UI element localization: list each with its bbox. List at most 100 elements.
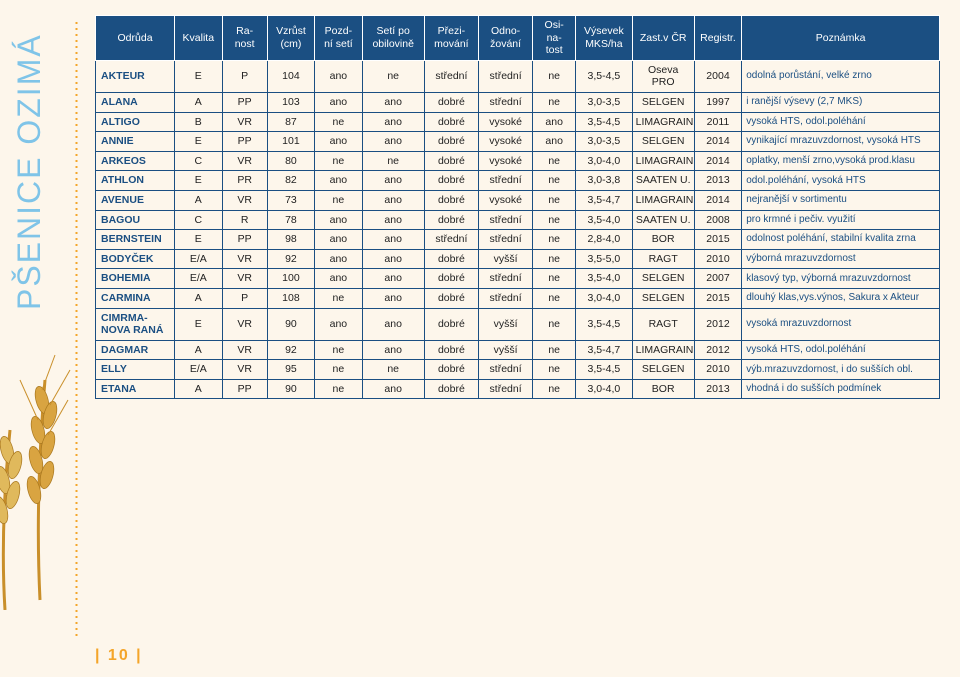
data-cell: 3,5-4,0 xyxy=(576,269,632,289)
cultivar-name: CARMINA xyxy=(96,288,175,308)
table-head: OdrůdaKvalitaRa-nostVzrůst (cm)Pozd-ní s… xyxy=(96,16,940,61)
cultivar-name: BAGOU xyxy=(96,210,175,230)
data-cell: 90 xyxy=(267,308,314,340)
data-cell: ano xyxy=(362,92,424,112)
table-row: ETANAAPP90neanodobréstředníne3,0-4,0BOR2… xyxy=(96,379,940,399)
table-wrap: OdrůdaKvalitaRa-nostVzrůst (cm)Pozd-ní s… xyxy=(95,15,940,399)
data-cell: LIMAGRAIN xyxy=(632,190,694,210)
col-header: Kvalita xyxy=(175,16,222,61)
data-cell: ano xyxy=(362,288,424,308)
page-number: | 10 | xyxy=(95,647,143,665)
data-cell: E/A xyxy=(175,249,222,269)
data-cell: BOR xyxy=(632,379,694,399)
data-cell: A xyxy=(175,288,222,308)
note-cell: odol.poléhání, vysoká HTS xyxy=(742,171,940,191)
data-cell: střední xyxy=(478,171,532,191)
note-cell: vysoká mrazuvzdornost xyxy=(742,308,940,340)
data-cell: 98 xyxy=(267,230,314,250)
col-header: Přezi-mování xyxy=(424,16,478,61)
data-cell: 3,5-4,5 xyxy=(576,360,632,380)
data-cell: střední xyxy=(478,92,532,112)
data-cell: 92 xyxy=(267,340,314,360)
data-cell: 2011 xyxy=(694,112,741,132)
data-cell: ne xyxy=(315,340,362,360)
data-cell: ano xyxy=(315,92,362,112)
data-cell: dobré xyxy=(424,340,478,360)
data-cell: ne xyxy=(533,151,576,171)
cultivar-name: ARKEOS xyxy=(96,151,175,171)
table-row: ANNIEEPP101anoanodobrévysokéano3,0-3,5SE… xyxy=(96,132,940,152)
data-cell: ano xyxy=(315,249,362,269)
data-cell: ano xyxy=(362,230,424,250)
data-cell: VR xyxy=(222,190,267,210)
data-cell: PP xyxy=(222,230,267,250)
data-cell: střední xyxy=(478,360,532,380)
data-cell: vyšší xyxy=(478,249,532,269)
data-cell: A xyxy=(175,379,222,399)
data-cell: C xyxy=(175,151,222,171)
col-header: Vzrůst (cm) xyxy=(267,16,314,61)
data-cell: ano xyxy=(315,210,362,230)
table-body: AKTEUREP104anonestřednístředníne3,5-4,5O… xyxy=(96,60,940,399)
table-row: AVENUEAVR73neanodobrévysokéne3,5-4,7LIMA… xyxy=(96,190,940,210)
data-cell: RAGT xyxy=(632,308,694,340)
data-cell: VR xyxy=(222,340,267,360)
table-row: CIMRMA-NOVA RANÁEVR90anoanodobrévyššíne3… xyxy=(96,308,940,340)
data-cell: 2014 xyxy=(694,151,741,171)
data-cell: ano xyxy=(362,112,424,132)
data-cell: E xyxy=(175,230,222,250)
data-cell: ano xyxy=(362,308,424,340)
data-cell: Oseva PRO xyxy=(632,60,694,92)
data-cell: BOR xyxy=(632,230,694,250)
col-header: Výsevek MKS/ha xyxy=(576,16,632,61)
table-row: ALANAAPP103anoanodobréstředníne3,0-3,5SE… xyxy=(96,92,940,112)
data-cell: ne xyxy=(533,360,576,380)
data-cell: SAATEN U. xyxy=(632,171,694,191)
data-cell: vysoké xyxy=(478,112,532,132)
data-cell: ne xyxy=(533,288,576,308)
col-header: Ra-nost xyxy=(222,16,267,61)
data-cell: dobré xyxy=(424,190,478,210)
note-cell: klasový typ, výborná mrazuvzdornost xyxy=(742,269,940,289)
col-header: Odrůda xyxy=(96,16,175,61)
cultivar-name: BOHEMIA xyxy=(96,269,175,289)
data-cell: ne xyxy=(533,171,576,191)
data-cell: SELGEN xyxy=(632,288,694,308)
data-cell: ano xyxy=(315,269,362,289)
data-cell: ano xyxy=(362,249,424,269)
data-cell: LIMAGRAIN xyxy=(632,151,694,171)
data-cell: 2012 xyxy=(694,340,741,360)
data-cell: střední xyxy=(478,379,532,399)
col-header: Osi-na-tost xyxy=(533,16,576,61)
data-cell: ne xyxy=(533,60,576,92)
data-cell: E xyxy=(175,132,222,152)
note-cell: vysoká HTS, odol.poléhání xyxy=(742,340,940,360)
data-cell: 2,8-4,0 xyxy=(576,230,632,250)
data-cell: 3,5-5,0 xyxy=(576,249,632,269)
data-cell: ano xyxy=(315,132,362,152)
data-cell: ne xyxy=(315,360,362,380)
data-cell: ano xyxy=(362,269,424,289)
table-row: ATHLONEPR82anoanodobréstředníne3,0-3,8SA… xyxy=(96,171,940,191)
note-cell: odolná porůstání, velké zrno xyxy=(742,60,940,92)
data-cell: VR xyxy=(222,360,267,380)
data-cell: 2010 xyxy=(694,360,741,380)
data-cell: PP xyxy=(222,92,267,112)
data-cell: střední xyxy=(478,210,532,230)
table-row: BERNSTEINEPP98anoanostřednístředníne2,8-… xyxy=(96,230,940,250)
data-cell: střední xyxy=(478,288,532,308)
note-cell: vysoká HTS, odol.poléhání xyxy=(742,112,940,132)
data-cell: P xyxy=(222,288,267,308)
cultivar-name: ALANA xyxy=(96,92,175,112)
side-dots xyxy=(75,20,78,640)
note-cell: odolnost poléhání, stabilní kvalita zrna xyxy=(742,230,940,250)
data-cell: střední xyxy=(478,60,532,92)
data-cell: VR xyxy=(222,269,267,289)
data-cell: E/A xyxy=(175,269,222,289)
table-row: DAGMARAVR92neanodobrévyššíne3,5-4,7LIMAG… xyxy=(96,340,940,360)
data-cell: B xyxy=(175,112,222,132)
data-cell: ano xyxy=(362,171,424,191)
data-cell: LIMAGRAIN xyxy=(632,112,694,132)
table-row: ELLYE/AVR95nenedobréstředníne3,5-4,5SELG… xyxy=(96,360,940,380)
data-cell: 90 xyxy=(267,379,314,399)
